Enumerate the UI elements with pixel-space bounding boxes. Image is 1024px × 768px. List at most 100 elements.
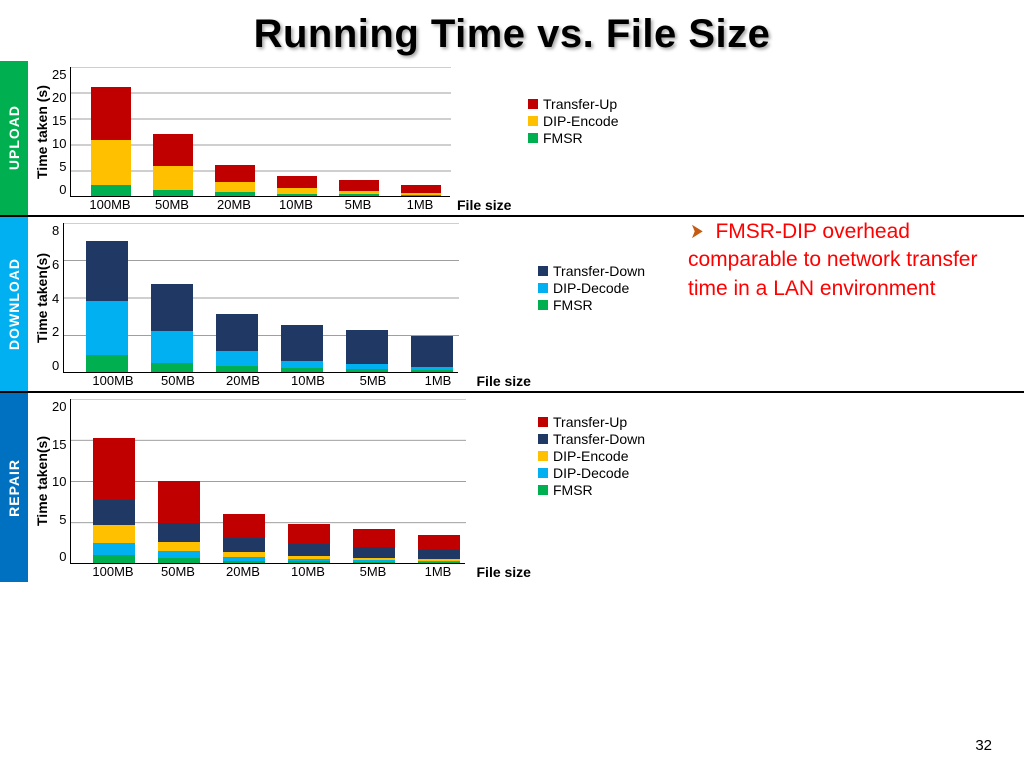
plot-area [70,399,465,564]
seg-Transfer-Down [346,330,388,364]
y-axis-ticks: 20151050 [52,399,70,564]
y-axis-label: Time taken(s) [32,223,52,373]
x-tick: 1MB [406,373,471,389]
bar-20MB [223,514,265,563]
x-tick: 100MB [79,197,141,213]
legend-swatch-icon [538,434,548,444]
x-tick: 1MB [406,564,471,580]
x-tick: 20MB [211,564,276,580]
y-axis-ticks: 2520151050 [52,67,70,197]
seg-FMSR [401,195,441,196]
legend-label: DIP-Encode [553,448,628,464]
panel-tab-label: DOWNLOAD [6,258,22,350]
y-axis-label: Time taken(s) [32,399,52,564]
bar-10MB [277,176,317,196]
legend-label: Transfer-Down [553,431,645,447]
seg-DIP-Decode [216,351,258,366]
x-tick: 20MB [211,373,276,389]
legend-swatch-icon [538,485,548,495]
seg-FMSR [281,368,323,372]
seg-Transfer-Up [91,87,131,140]
seg-Transfer-Down [288,544,330,556]
page-number: 32 [975,737,992,754]
legend: Transfer-UpTransfer-DownDIP-EncodeDIP-De… [538,413,645,499]
seg-DIP-Encode [215,182,255,192]
legend-swatch-icon [528,133,538,143]
legend-item: DIP-Decode [538,280,645,296]
seg-FMSR [86,355,128,372]
seg-Transfer-Up [93,438,135,500]
bar-10MB [288,524,330,563]
x-tick: 10MB [276,564,341,580]
legend-label: DIP-Encode [543,113,618,129]
x-tick: 100MB [81,373,146,389]
legend-item: DIP-Encode [528,113,618,129]
x-tick: 10MB [265,197,327,213]
plot-area [70,67,450,197]
legend-swatch-icon [538,451,548,461]
bar-100MB [86,241,128,372]
seg-FMSR [215,192,255,196]
legend-item: DIP-Decode [538,465,645,481]
seg-FMSR [277,194,317,196]
seg-FMSR [223,561,265,563]
x-axis-label: File size [457,197,511,213]
legend-swatch-icon [538,417,548,427]
legend-swatch-icon [538,266,548,276]
seg-Transfer-Up [288,524,330,544]
bar-5MB [339,180,379,196]
legend-item: Transfer-Up [538,414,645,430]
seg-DIP-Decode [281,361,323,369]
legend-label: FMSR [553,482,593,498]
chart-download: Time taken(s)86420100MB50MB20MB10MB5MB1M… [28,217,668,391]
panel-tab-upload: UPLOAD [0,61,28,215]
seg-FMSR [346,369,388,372]
panel-tab-repair: REPAIR [0,393,28,582]
callout-bullet: ➤ FMSR-DIP overhead comparable to networ… [688,218,1008,303]
legend-item: FMSR [538,297,645,313]
bar-50MB [158,481,200,563]
seg-DIP-Decode [151,331,193,363]
seg-FMSR [93,555,135,563]
seg-FMSR [216,366,258,372]
bar-50MB [151,284,193,372]
legend-item: FMSR [538,482,645,498]
legend: Transfer-UpDIP-EncodeFMSR [528,95,618,147]
legend-label: DIP-Decode [553,465,629,481]
seg-DIP-Encode [153,166,193,189]
legend: Transfer-DownDIP-DecodeFMSR [538,262,645,314]
x-tick: 5MB [327,197,389,213]
legend-swatch-icon [538,300,548,310]
x-tick: 5MB [341,564,406,580]
x-tick: 100MB [81,564,146,580]
x-axis-label: File size [477,564,531,580]
seg-DIP-Encode [93,525,135,543]
legend-swatch-icon [528,116,538,126]
bar-5MB [346,330,388,372]
bar-100MB [91,87,131,196]
seg-FMSR [158,558,200,563]
seg-Transfer-Down [281,325,323,361]
legend-item: Transfer-Up [528,96,618,112]
y-axis-label: Time taken (s) [32,67,52,197]
callout-text: FMSR-DIP overhead comparable to network … [688,220,977,300]
panel-tab-label: REPAIR [6,459,22,517]
seg-Transfer-Down [418,550,460,559]
chart-repair: Time taken(s)20151050 100MB50MB20MB10MB5M… [28,393,668,582]
seg-FMSR [288,561,330,563]
x-tick: 50MB [146,564,211,580]
bullet-arrow-icon: ➤ [690,218,703,246]
seg-Transfer-Down [93,500,135,525]
legend-label: FMSR [543,130,583,146]
legend-label: Transfer-Up [543,96,617,112]
y-axis-ticks: 86420 [52,223,63,373]
seg-Transfer-Up [158,481,200,522]
legend-label: Transfer-Down [553,263,645,279]
legend-swatch-icon [528,99,538,109]
legend-label: Transfer-Up [553,414,627,430]
bar-50MB [153,134,193,196]
x-tick: 5MB [341,373,406,389]
seg-DIP-Decode [86,301,128,355]
bar-20MB [216,314,258,372]
legend-label: DIP-Decode [553,280,629,296]
